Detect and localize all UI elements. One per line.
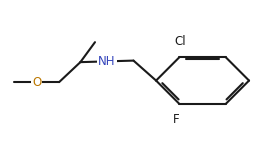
Text: NH: NH: [98, 55, 116, 68]
Text: O: O: [32, 76, 41, 89]
Text: Cl: Cl: [175, 35, 186, 48]
Text: F: F: [173, 113, 180, 126]
